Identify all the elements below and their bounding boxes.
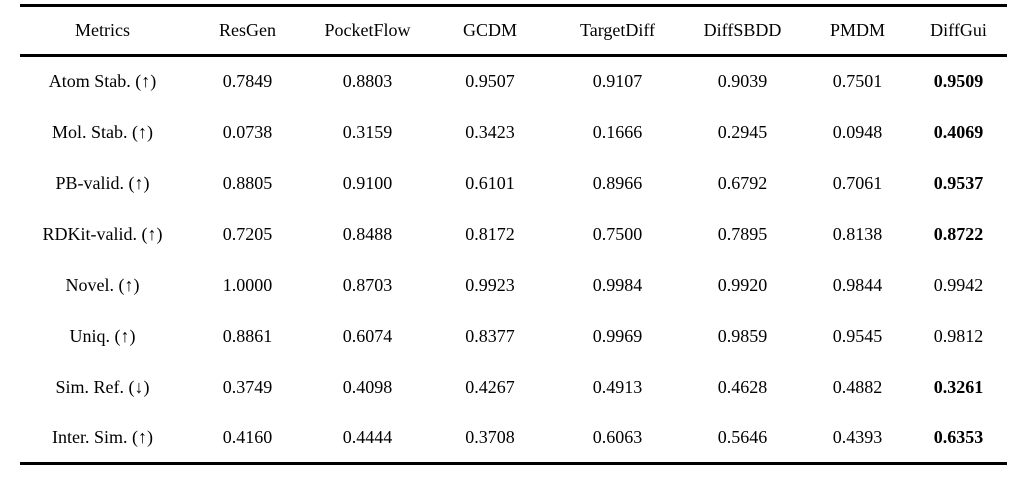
metric-label: RDKit-valid. (↑) [42, 223, 163, 244]
column-header-diffgui: DiffGui [930, 20, 987, 40]
header-row: Metrics ResGen PocketFlow GCDM TargetDif… [20, 6, 1007, 56]
value-cell: 0.4913 [592, 376, 643, 397]
value-cell: 0.5646 [717, 426, 768, 447]
value-cell: 0.3159 [342, 121, 393, 142]
value-cell: 0.8138 [832, 223, 883, 244]
value-cell: 0.9844 [832, 274, 883, 295]
table-body: Atom Stab. (↑) 0.7849 0.8803 0.9507 0.91… [20, 56, 1007, 464]
value-cell: 0.6353 [933, 426, 984, 447]
table-row: Sim. Ref. (↓) 0.3749 0.4098 0.4267 0.491… [20, 362, 1007, 413]
column-header-pocketflow: PocketFlow [324, 20, 411, 40]
value-cell: 0.8172 [465, 223, 515, 244]
value-cell: 0.0738 [222, 121, 273, 142]
value-cell: 0.6792 [717, 172, 768, 193]
value-cell: 0.9969 [592, 325, 643, 346]
value-cell: 0.7205 [222, 223, 273, 244]
table-row: Novel. (↑) 1.0000 0.8703 0.9923 0.9984 0… [20, 260, 1007, 311]
value-cell: 0.9859 [717, 325, 768, 346]
metric-label: Mol. Stab. (↑) [52, 121, 153, 142]
benchmark-results-table: Metrics ResGen PocketFlow GCDM TargetDif… [20, 4, 1007, 465]
value-cell: 0.3423 [465, 121, 515, 142]
value-cell: 0.7849 [222, 71, 273, 92]
table-header: Metrics ResGen PocketFlow GCDM TargetDif… [20, 6, 1007, 56]
value-cell: 0.7501 [832, 71, 883, 92]
column-header-targetdiff: TargetDiff [579, 20, 656, 40]
value-cell: 0.8377 [465, 325, 515, 346]
value-cell: 0.4882 [832, 376, 883, 397]
table-row: Uniq. (↑) 0.8861 0.6074 0.8377 0.9969 0.… [20, 311, 1007, 362]
value-cell: 0.8803 [342, 71, 393, 92]
value-cell: 0.9507 [465, 71, 515, 92]
value-cell: 0.7500 [592, 223, 643, 244]
value-cell: 0.3261 [933, 376, 984, 397]
metric-label: Inter. Sim. (↑) [52, 426, 153, 447]
value-cell: 0.8488 [342, 223, 393, 244]
value-cell: 0.3749 [222, 376, 273, 397]
value-cell: 0.9923 [465, 274, 515, 295]
table-row: RDKit-valid. (↑) 0.7205 0.8488 0.8172 0.… [20, 209, 1007, 260]
column-header-diffsbdd: DiffSBDD [703, 20, 782, 40]
table-row: Mol. Stab. (↑) 0.0738 0.3159 0.3423 0.16… [20, 107, 1007, 158]
value-cell: 0.4444 [342, 426, 393, 447]
value-cell: 0.6063 [592, 426, 643, 447]
table-row: Atom Stab. (↑) 0.7849 0.8803 0.9507 0.91… [20, 56, 1007, 107]
value-cell: 0.4098 [342, 376, 393, 397]
value-cell: 0.9100 [342, 172, 393, 193]
value-cell: 0.8966 [592, 172, 643, 193]
value-cell: 0.1666 [592, 121, 643, 142]
value-cell: 0.9039 [717, 71, 768, 92]
value-cell: 0.9942 [933, 274, 984, 295]
value-cell: 0.4628 [717, 376, 768, 397]
value-cell: 0.4393 [832, 426, 883, 447]
table-row: Inter. Sim. (↑) 0.4160 0.4444 0.3708 0.6… [20, 413, 1007, 464]
value-cell: 0.3708 [465, 426, 515, 447]
value-cell: 0.8703 [342, 274, 393, 295]
value-cell: 0.0948 [832, 121, 883, 142]
metric-label: Novel. (↑) [65, 274, 140, 295]
value-cell: 0.8805 [222, 172, 273, 193]
value-cell: 0.9537 [933, 172, 984, 193]
value-cell: 0.4160 [222, 426, 273, 447]
value-cell: 0.9812 [933, 325, 984, 346]
column-header-resgen: ResGen [219, 20, 276, 40]
value-cell: 0.4069 [933, 121, 984, 142]
column-header-metrics: Metrics [75, 20, 130, 40]
metric-label: Uniq. (↑) [69, 325, 136, 346]
metric-label: Sim. Ref. (↓) [55, 376, 150, 397]
value-cell: 0.8861 [222, 325, 273, 346]
value-cell: 0.9920 [717, 274, 768, 295]
value-cell: 0.8722 [933, 223, 984, 244]
column-header-gcdm: GCDM [462, 20, 517, 40]
value-cell: 0.9545 [832, 325, 883, 346]
metric-label: PB-valid. (↑) [55, 172, 150, 193]
value-cell: 0.9107 [592, 71, 643, 92]
value-cell: 0.7061 [832, 172, 883, 193]
column-header-pmdm: PMDM [829, 20, 886, 40]
value-cell: 0.9509 [933, 71, 984, 92]
value-cell: 0.6074 [342, 325, 393, 346]
metric-label: Atom Stab. (↑) [48, 71, 157, 92]
table-row: PB-valid. (↑) 0.8805 0.9100 0.6101 0.896… [20, 158, 1007, 209]
value-cell: 0.2945 [717, 121, 768, 142]
value-cell: 0.6101 [465, 172, 515, 193]
value-cell: 0.4267 [465, 376, 515, 397]
value-cell: 0.9984 [592, 274, 643, 295]
value-cell: 1.0000 [222, 274, 273, 295]
value-cell: 0.7895 [717, 223, 768, 244]
